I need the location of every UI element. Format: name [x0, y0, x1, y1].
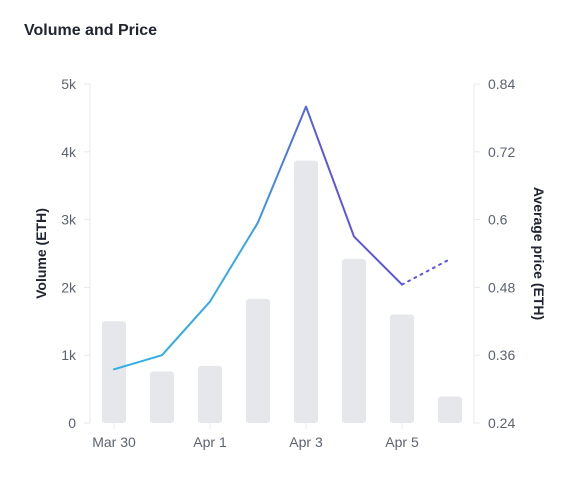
x-tick-label: Apr 3	[289, 434, 323, 450]
price-line-path	[113, 105, 403, 371]
chart-title: Volume and Price	[24, 22, 158, 39]
y-left-tick-label: 1k	[61, 347, 77, 363]
volume-bar[interactable]	[198, 366, 222, 423]
y-left-tick-label: 0	[68, 415, 76, 431]
volume-bar[interactable]	[150, 371, 174, 423]
y-axis-right-label: Average price (ETH)	[531, 187, 547, 320]
volume-bars	[102, 160, 462, 423]
volume-bar[interactable]	[342, 258, 366, 423]
y-left-ticks: 0 1k 2k 3k 4k 5k	[61, 76, 90, 431]
y-left-tick-label: 4k	[61, 144, 77, 160]
y-right-tick-label: 0.36	[488, 347, 515, 363]
y-left-tick-label: 2k	[61, 279, 77, 295]
volume-bar[interactable]	[246, 298, 270, 423]
volume-bar[interactable]	[438, 396, 462, 423]
volume-bar[interactable]	[294, 160, 318, 423]
y-left-tick-label: 3k	[61, 212, 77, 228]
x-ticks: Mar 30 Apr 1 Apr 3 Apr 5	[92, 423, 419, 450]
volume-bar[interactable]	[390, 314, 414, 423]
y-right-ticks: 0.24 0.36 0.48 0.6 0.72 0.84	[474, 76, 515, 431]
x-tick-label: Mar 30	[92, 434, 136, 450]
y-right-tick-label: 0.48	[488, 279, 515, 295]
price-projection-path	[401, 258, 451, 286]
y-left-tick-label: 5k	[61, 76, 77, 92]
volume-bar[interactable]	[102, 321, 126, 423]
price-line	[113, 105, 451, 371]
y-right-tick-label: 0.72	[488, 144, 515, 160]
y-axis-left-label: Volume (ETH)	[33, 208, 49, 299]
x-tick-label: Apr 5	[385, 434, 419, 450]
y-right-tick-label: 0.84	[488, 76, 515, 92]
x-tick-label: Apr 1	[193, 434, 227, 450]
y-right-tick-label: 0.6	[488, 212, 508, 228]
y-right-tick-label: 0.24	[488, 415, 515, 431]
